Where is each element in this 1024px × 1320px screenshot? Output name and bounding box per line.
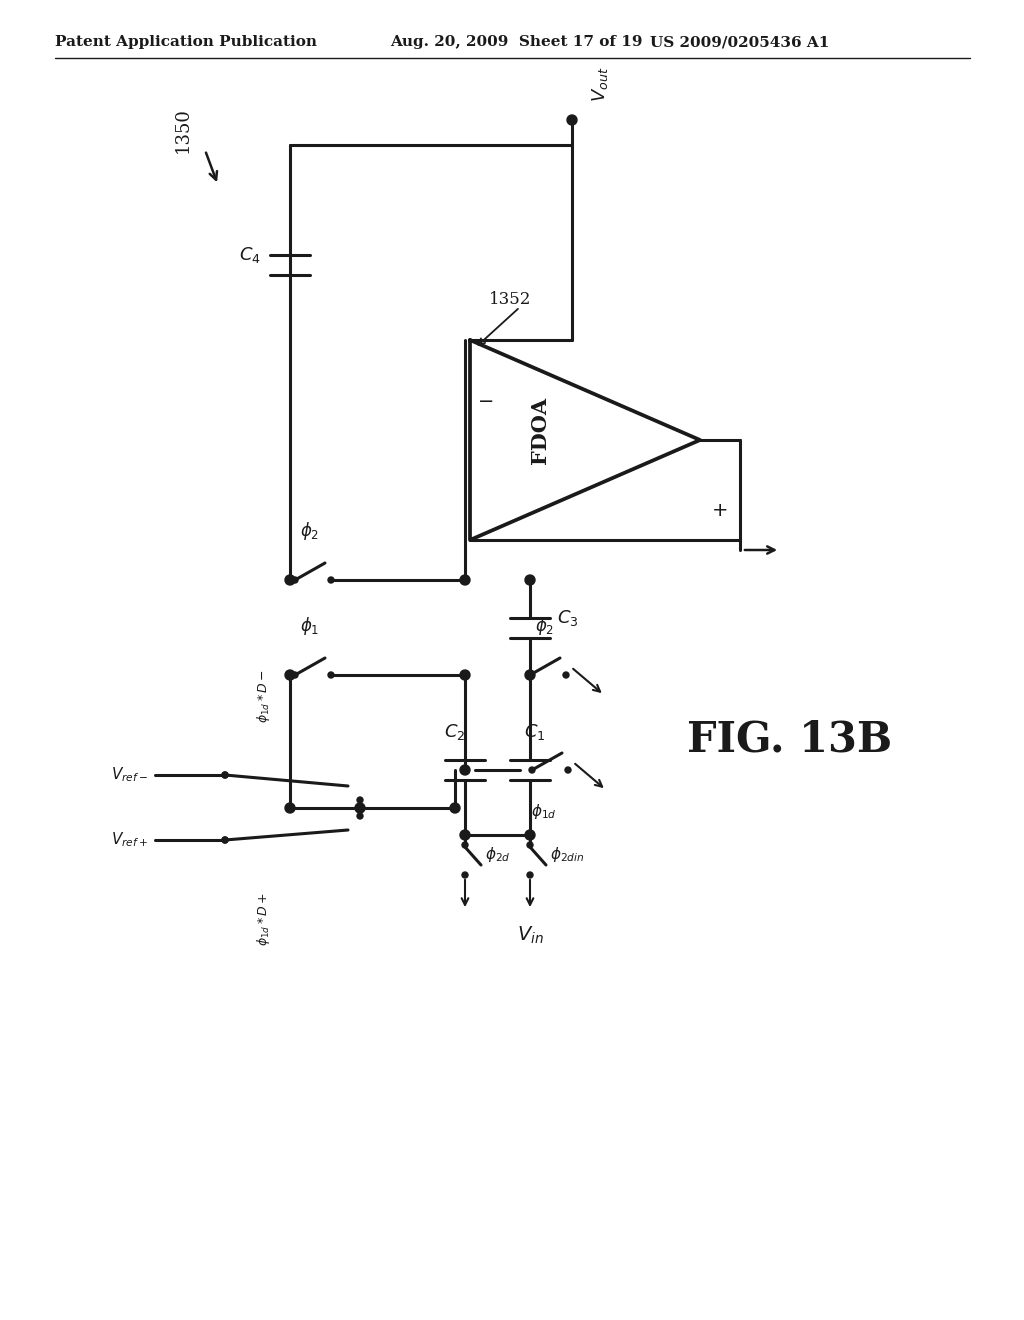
Circle shape: [285, 576, 295, 585]
Text: $C_2$: $C_2$: [444, 722, 466, 742]
Circle shape: [567, 115, 577, 125]
Text: $\phi_{1d}*D-$: $\phi_{1d}*D-$: [255, 669, 271, 723]
Text: −: −: [478, 392, 495, 412]
Text: $C_3$: $C_3$: [557, 609, 579, 628]
Text: $V_{ref+}$: $V_{ref+}$: [111, 830, 148, 849]
Circle shape: [527, 873, 534, 878]
Text: $\phi_{1d}*D+$: $\phi_{1d}*D+$: [255, 892, 271, 946]
Text: Aug. 20, 2009  Sheet 17 of 19: Aug. 20, 2009 Sheet 17 of 19: [390, 36, 642, 49]
Circle shape: [292, 672, 298, 678]
Circle shape: [460, 830, 470, 840]
Circle shape: [222, 837, 228, 843]
Text: $\phi_{2din}$: $\phi_{2din}$: [550, 846, 585, 865]
Circle shape: [563, 672, 569, 678]
Text: $\phi_{2d}$: $\phi_{2d}$: [485, 846, 511, 865]
Text: $\phi_{1d}$: $\phi_{1d}$: [531, 803, 557, 821]
Text: +: +: [712, 500, 728, 520]
Text: Patent Application Publication: Patent Application Publication: [55, 36, 317, 49]
Circle shape: [285, 671, 295, 680]
Circle shape: [529, 767, 535, 774]
Circle shape: [462, 842, 468, 847]
Circle shape: [460, 671, 470, 680]
Circle shape: [462, 873, 468, 878]
Circle shape: [450, 803, 460, 813]
Circle shape: [328, 577, 334, 583]
Circle shape: [355, 803, 365, 813]
Text: 1350: 1350: [174, 107, 193, 153]
Text: $\phi_1$: $\phi_1$: [300, 615, 319, 638]
Circle shape: [292, 577, 298, 583]
Circle shape: [565, 767, 571, 774]
Circle shape: [525, 576, 535, 585]
Circle shape: [527, 842, 534, 847]
Text: US 2009/0205436 A1: US 2009/0205436 A1: [650, 36, 829, 49]
Text: FDOA: FDOA: [530, 396, 550, 463]
Text: 1352: 1352: [488, 292, 531, 309]
Text: $C_1$: $C_1$: [524, 722, 546, 742]
Circle shape: [222, 837, 228, 843]
Circle shape: [460, 576, 470, 585]
Circle shape: [525, 671, 535, 680]
Circle shape: [222, 772, 228, 777]
Circle shape: [222, 772, 228, 777]
Text: FIG. 13B: FIG. 13B: [687, 719, 893, 762]
Text: $V_{out}$: $V_{out}$: [590, 66, 610, 102]
Circle shape: [285, 803, 295, 813]
Text: $C_4$: $C_4$: [239, 246, 261, 265]
Circle shape: [357, 797, 362, 803]
Text: $V_{in}$: $V_{in}$: [516, 924, 544, 945]
Text: $V_{ref-}$: $V_{ref-}$: [111, 766, 148, 784]
Text: $\phi_2$: $\phi_2$: [536, 615, 555, 638]
Circle shape: [357, 813, 362, 818]
Circle shape: [525, 830, 535, 840]
Text: $\phi_2$: $\phi_2$: [300, 520, 319, 543]
Circle shape: [527, 672, 534, 678]
Circle shape: [328, 672, 334, 678]
Circle shape: [460, 766, 470, 775]
